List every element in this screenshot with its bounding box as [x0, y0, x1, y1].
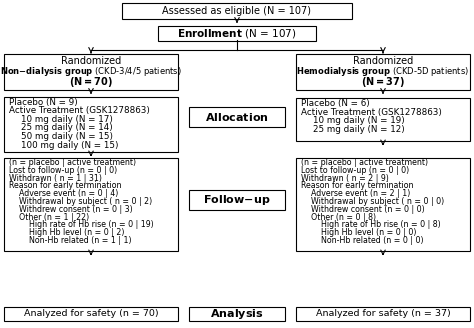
Text: Non-Hb related (n = 0 | 0): Non-Hb related (n = 0 | 0) [321, 236, 423, 245]
Text: Placebo (N = 9): Placebo (N = 9) [9, 98, 78, 107]
Text: 25 mg daily (N = 14): 25 mg daily (N = 14) [21, 124, 113, 133]
Text: 50 mg daily (N = 15): 50 mg daily (N = 15) [21, 132, 113, 141]
Text: Withdrawn ( n = 1 | 31): Withdrawn ( n = 1 | 31) [9, 174, 102, 183]
Text: Reason for early termination: Reason for early termination [9, 181, 121, 190]
Text: 25 mg daily (N = 12): 25 mg daily (N = 12) [313, 125, 405, 133]
FancyBboxPatch shape [158, 26, 316, 40]
Text: 10 mg daily (N = 17): 10 mg daily (N = 17) [21, 115, 113, 124]
Text: Analyzed for safety (n = 37): Analyzed for safety (n = 37) [316, 310, 450, 318]
FancyBboxPatch shape [189, 307, 285, 321]
Text: Assessed as eligible (N = 107): Assessed as eligible (N = 107) [163, 6, 311, 16]
Text: High Hb level (n = 0 | 0): High Hb level (n = 0 | 0) [321, 228, 416, 237]
Text: Withdrew consent (n = 0 | 3): Withdrew consent (n = 0 | 3) [19, 205, 133, 214]
FancyBboxPatch shape [4, 54, 178, 90]
Text: Other (n = 1 | 22): Other (n = 1 | 22) [19, 213, 89, 222]
Text: $\mathbf{Follow}$$\mathbf{-up}$: $\mathbf{Follow}$$\mathbf{-up}$ [203, 193, 271, 207]
FancyBboxPatch shape [296, 307, 470, 321]
Text: Lost to follow-up (n = 0 | 0): Lost to follow-up (n = 0 | 0) [301, 166, 409, 175]
Text: $\mathbf{Enrollment}$ (N = 107): $\mathbf{Enrollment}$ (N = 107) [177, 27, 297, 39]
FancyBboxPatch shape [4, 157, 178, 251]
FancyBboxPatch shape [189, 190, 285, 210]
Text: Withdrawal by subject ( n = 0 | 0): Withdrawal by subject ( n = 0 | 0) [311, 197, 444, 206]
FancyBboxPatch shape [296, 97, 470, 140]
FancyBboxPatch shape [122, 3, 352, 19]
Text: $\mathbf{Hemodialysis\ group}$ (CKD-5D patients): $\mathbf{Hemodialysis\ group}$ (CKD-5D p… [296, 65, 470, 77]
Text: $\mathbf{Analysis}$: $\mathbf{Analysis}$ [210, 307, 264, 321]
Text: Randomized: Randomized [61, 56, 121, 66]
Text: Withdrawn ( n = 2 | 9): Withdrawn ( n = 2 | 9) [301, 174, 389, 183]
Text: $\mathbf{(N = 70)}$: $\mathbf{(N = 70)}$ [69, 75, 113, 89]
Text: Other (n = 0 | 8): Other (n = 0 | 8) [311, 213, 376, 222]
FancyBboxPatch shape [4, 96, 178, 152]
Text: 100 mg daily (N = 15): 100 mg daily (N = 15) [21, 140, 118, 150]
Text: High rate of Hb rise (n = 0 | 8): High rate of Hb rise (n = 0 | 8) [321, 220, 441, 229]
Text: $\mathbf{Allocation}$: $\mathbf{Allocation}$ [205, 111, 269, 123]
Text: Non-Hb related (n = 1 | 1): Non-Hb related (n = 1 | 1) [29, 236, 131, 245]
Text: Reason for early termination: Reason for early termination [301, 181, 413, 190]
Text: Active Treatment (GSK1278863): Active Treatment (GSK1278863) [9, 107, 150, 115]
Text: Adverse event (n = 0 | 4): Adverse event (n = 0 | 4) [19, 189, 118, 198]
Text: 10 mg daily (N = 19): 10 mg daily (N = 19) [313, 116, 405, 125]
Text: Active Treatment (GSK1278863): Active Treatment (GSK1278863) [301, 108, 442, 116]
FancyBboxPatch shape [189, 107, 285, 127]
Text: Randomized: Randomized [353, 56, 413, 66]
Text: Lost to follow-up (n = 0 | 0): Lost to follow-up (n = 0 | 0) [9, 166, 117, 175]
Text: Adverse event (n = 2 | 1): Adverse event (n = 2 | 1) [311, 189, 410, 198]
Text: Placebo (N = 6): Placebo (N = 6) [301, 99, 370, 108]
Text: (n = placebo | active treatment): (n = placebo | active treatment) [301, 158, 428, 167]
Text: $\mathbf{(N = 37)}$: $\mathbf{(N = 37)}$ [361, 75, 405, 89]
Text: Withdrawal by subject ( n = 0 | 2): Withdrawal by subject ( n = 0 | 2) [19, 197, 152, 206]
FancyBboxPatch shape [296, 157, 470, 251]
Text: Withdrew consent (n = 0 | 0): Withdrew consent (n = 0 | 0) [311, 205, 425, 214]
Text: High Hb level (n = 0 | 2): High Hb level (n = 0 | 2) [29, 228, 124, 237]
Text: $\mathbf{Non}$$\mathbf{-dialysis\ group}$ (CKD-3/4/5 patients): $\mathbf{Non}$$\mathbf{-dialysis\ group}… [0, 65, 182, 77]
FancyBboxPatch shape [4, 307, 178, 321]
Text: (n = placebo | active treatment): (n = placebo | active treatment) [9, 158, 136, 167]
Text: High rate of Hb rise (n = 0 | 19): High rate of Hb rise (n = 0 | 19) [29, 220, 154, 229]
Text: Analyzed for safety (n = 70): Analyzed for safety (n = 70) [24, 310, 158, 318]
FancyBboxPatch shape [296, 54, 470, 90]
